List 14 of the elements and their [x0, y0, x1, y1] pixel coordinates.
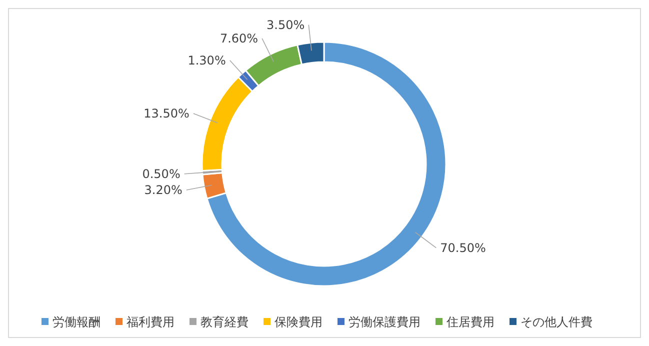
data-label: 13.50% — [144, 106, 190, 121]
data-label: 1.30% — [188, 53, 226, 68]
legend-label: 労働報酬 — [52, 315, 100, 329]
data-label: 0.50% — [142, 166, 180, 181]
data-label: 3.20% — [144, 182, 182, 197]
legend-label: その他人件費 — [520, 315, 592, 329]
legend-label: 保険費用 — [274, 315, 322, 329]
legend-label: 教育経費 — [200, 315, 248, 329]
data-label: 3.50% — [266, 18, 305, 32]
legend-label: 住居費用 — [446, 315, 494, 329]
data-label: 70.50% — [440, 240, 486, 255]
legend-label: 福利費用 — [126, 315, 174, 329]
legend-label: 労働保護費用 — [348, 315, 420, 329]
data-label: 7.60% — [220, 31, 258, 46]
